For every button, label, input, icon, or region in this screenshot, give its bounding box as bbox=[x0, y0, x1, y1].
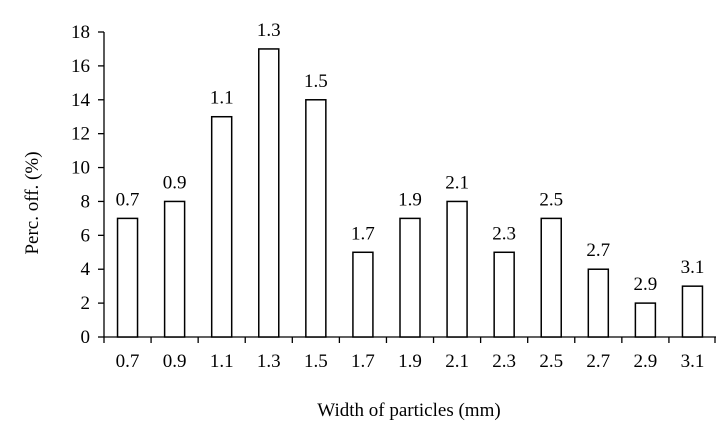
x-axis-label: Width of particles (mm) bbox=[317, 400, 500, 421]
x-tick-label: 3.1 bbox=[681, 351, 705, 372]
x-tick-label: 1.7 bbox=[351, 351, 375, 372]
bar-data-label: 0.7 bbox=[116, 189, 140, 210]
x-tick-label: 2.9 bbox=[634, 351, 658, 372]
bar-data-label: 2.3 bbox=[492, 223, 516, 244]
bar bbox=[352, 251, 374, 338]
bar bbox=[634, 302, 657, 338]
bar bbox=[116, 217, 139, 338]
data-labels: 0.7 0.9 1.1 1.3 1.5 1.7 1.9 2.1 2.3 2.5 2.7 2.9 3.1 bbox=[116, 20, 705, 295]
y-axis: 0 2 4 6 8 10 12 14 16 18 bbox=[71, 22, 105, 348]
x-tick-label: 1.9 bbox=[398, 351, 422, 372]
bar-data-label: 2.7 bbox=[586, 240, 610, 261]
x-tick-label: 2.3 bbox=[492, 351, 516, 372]
bar bbox=[446, 200, 468, 338]
x-tick-label: 1.3 bbox=[257, 351, 281, 372]
bar-data-label: 1.9 bbox=[398, 189, 422, 210]
y-axis-label: Perc. off. (%) bbox=[22, 151, 43, 254]
bar-data-label: 1.7 bbox=[351, 223, 375, 244]
bar bbox=[210, 115, 233, 338]
y-tick-label: 8 bbox=[81, 191, 91, 212]
x-tick-label: 2.7 bbox=[586, 351, 610, 372]
y-tick-label: 10 bbox=[71, 158, 90, 179]
bar bbox=[493, 251, 515, 338]
x-tick-label: 0.9 bbox=[163, 351, 187, 372]
y-tick-label: 4 bbox=[81, 259, 91, 280]
y-tick-label: 2 bbox=[81, 293, 91, 314]
y-tick-label: 6 bbox=[81, 225, 91, 246]
y-tick-label: 18 bbox=[71, 22, 90, 43]
bar bbox=[305, 99, 327, 338]
bar-data-label: 3.1 bbox=[681, 257, 705, 278]
bar-data-label: 2.5 bbox=[539, 189, 563, 210]
bar-data-label: 2.9 bbox=[634, 274, 658, 295]
bar bbox=[587, 268, 610, 338]
bar-data-label: 2.1 bbox=[445, 172, 469, 193]
bar bbox=[540, 217, 562, 338]
x-tick-label: 1.5 bbox=[304, 351, 328, 372]
bar bbox=[681, 285, 704, 338]
bar-data-label: 1.3 bbox=[257, 20, 281, 41]
x-tick-label: 2.1 bbox=[445, 351, 469, 372]
bar-data-label: 1.1 bbox=[210, 88, 234, 109]
bar bbox=[258, 48, 280, 338]
y-tick-label: 16 bbox=[71, 56, 90, 77]
y-tick-label: 14 bbox=[71, 90, 91, 111]
bars bbox=[116, 48, 704, 338]
x-axis: 0.7 0.9 1.1 1.3 1.5 1.7 1.9 2.1 2.3 2.5 2.7 2.9 3.1 bbox=[103, 336, 716, 372]
bar-data-label: 0.9 bbox=[163, 172, 187, 193]
y-tick-label: 12 bbox=[71, 124, 90, 145]
bar-data-label: 1.5 bbox=[304, 71, 328, 92]
bar bbox=[399, 217, 421, 338]
x-tick-label: 2.5 bbox=[539, 351, 563, 372]
x-tick-label: 1.1 bbox=[210, 351, 234, 372]
x-tick-label: 0.7 bbox=[116, 351, 140, 372]
bar bbox=[163, 200, 186, 338]
y-tick-label: 0 bbox=[81, 327, 91, 348]
